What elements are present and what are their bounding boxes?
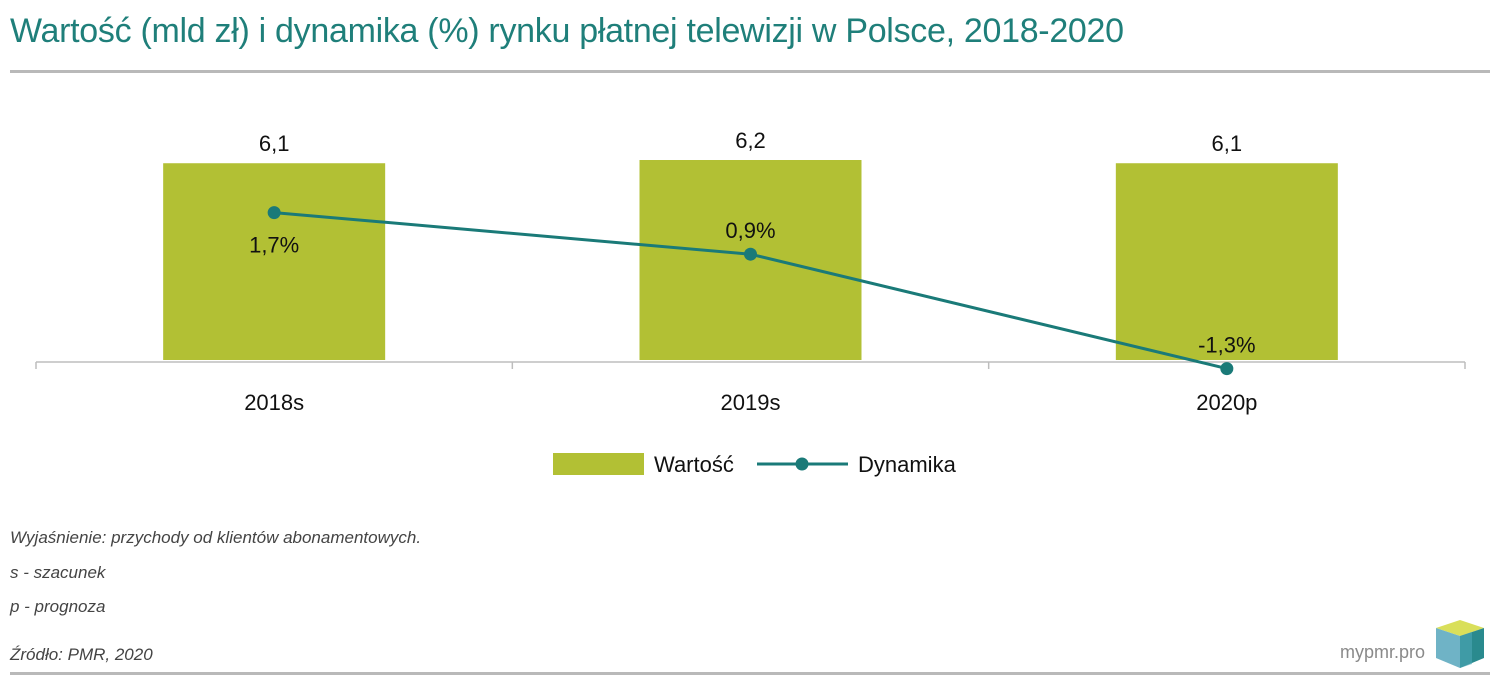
dynamika-point bbox=[267, 206, 281, 220]
estimate-note: s - szacunek bbox=[10, 563, 106, 582]
x-tick-label: 2019s bbox=[721, 390, 781, 415]
legend-label-wartosc: Wartość bbox=[654, 452, 734, 477]
top-divider bbox=[10, 70, 1490, 73]
x-tick-label: 2020p bbox=[1196, 390, 1257, 415]
forecast-note: p - prognoza bbox=[10, 597, 106, 616]
legend-label-dynamika: Dynamika bbox=[858, 452, 957, 477]
bar-2018s bbox=[163, 163, 386, 360]
bar-value-label: 6,2 bbox=[735, 128, 766, 153]
dynamika-point bbox=[744, 247, 757, 261]
bar-value-label: 6,1 bbox=[259, 131, 290, 156]
legend-bar-swatch bbox=[553, 453, 644, 475]
chart-title: Wartość (mld zł) i dynamika (%) rynku pł… bbox=[10, 12, 1124, 50]
dynamika-value-label: 0,9% bbox=[725, 218, 775, 243]
dynamika-value-label: 1,7% bbox=[249, 233, 299, 258]
pmr-logo-icon bbox=[1436, 620, 1484, 668]
explanation-note: Wyjaśnienie: przychody od klientów abona… bbox=[10, 528, 422, 547]
bar-value-label: 6,1 bbox=[1212, 131, 1243, 156]
x-tick-label: 2018s bbox=[244, 390, 304, 415]
dynamika-point bbox=[1220, 362, 1234, 376]
bar-2020p bbox=[1115, 163, 1338, 360]
dynamika-value-label: -1,3% bbox=[1198, 333, 1255, 358]
source-note: Źródło: PMR, 2020 bbox=[10, 645, 153, 664]
chart-area: 2018s 2019s 2020p 6,1 6,2 6,1 1,7% 0,9% -1,3% W… bbox=[35, 128, 1466, 477]
legend-line-marker bbox=[795, 457, 809, 471]
bottom-divider bbox=[10, 672, 1490, 675]
brand-text: mypmr.pro bbox=[1339, 642, 1425, 662]
